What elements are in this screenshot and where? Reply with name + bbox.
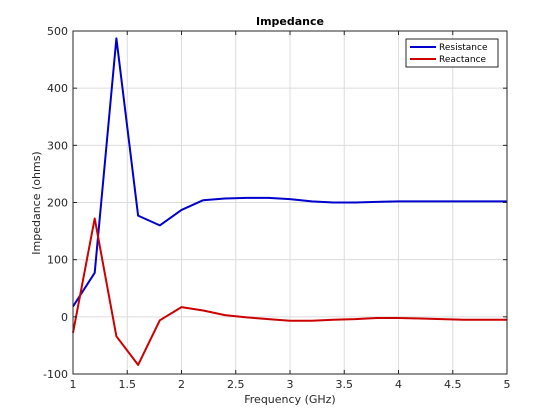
x-axis-label: Frequency (GHz) <box>244 393 335 406</box>
y-axis-label: Impedance (ohms) <box>30 151 43 254</box>
series-line-resistance <box>72 37 507 308</box>
y-tick-label: 100 <box>47 254 68 267</box>
x-tick-label: 3.5 <box>336 378 354 391</box>
series-line-reactance <box>72 217 507 366</box>
y-tick-label: 300 <box>47 139 68 152</box>
x-tick-label: 2.5 <box>227 378 245 391</box>
x-tick-label: 4 <box>395 378 402 391</box>
x-tick-label: 5 <box>504 378 511 391</box>
legend: Resistance Reactance <box>405 38 499 68</box>
y-tick-label: 0 <box>61 311 68 324</box>
x-tick-label: 4.5 <box>444 378 462 391</box>
series-layer <box>72 37 507 366</box>
y-tick-label: 200 <box>47 197 68 210</box>
x-tick-label: 1 <box>70 378 77 391</box>
y-tick-label: -100 <box>43 368 68 381</box>
x-tick-label: 1.5 <box>119 378 137 391</box>
grid <box>72 30 508 375</box>
legend-box <box>405 38 499 68</box>
x-tick-label: 3 <box>287 378 294 391</box>
chart-title: Impedance <box>256 15 324 28</box>
x-tick-label: 2 <box>178 378 185 391</box>
y-tick-label: 400 <box>47 82 68 95</box>
y-tick-label: 500 <box>47 25 68 38</box>
legend-label: Reactance <box>439 55 487 65</box>
ticks: 1 1.5 2 2.5 3 3.5 4 4.5 5 -100 0 100 200 300 400 500 <box>43 25 510 391</box>
legend-label: Resistance <box>439 43 488 53</box>
